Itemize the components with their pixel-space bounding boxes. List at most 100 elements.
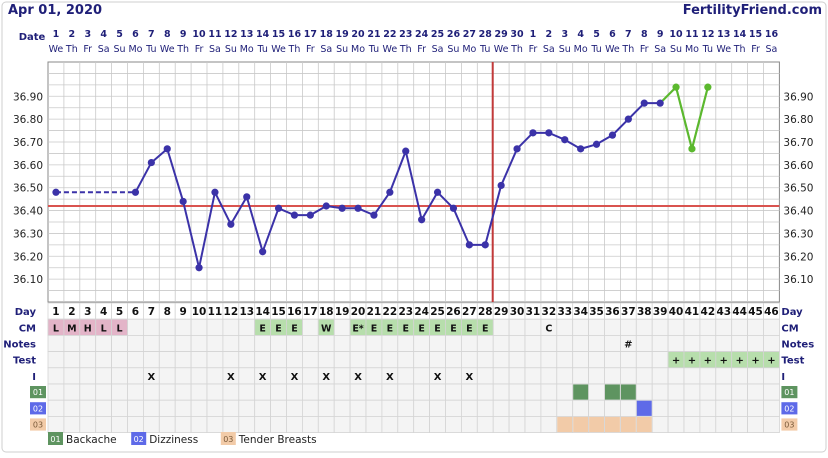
weekday-tick-label: Mo xyxy=(351,44,365,55)
table-cell xyxy=(127,383,144,401)
table-cell xyxy=(190,334,208,352)
table-cell xyxy=(540,334,558,352)
table-cell xyxy=(111,351,128,369)
table-cell xyxy=(667,334,685,352)
table-cell xyxy=(651,399,669,417)
temp-line-segment xyxy=(182,201,201,268)
row-label-intercourse: I xyxy=(32,372,36,383)
table-cell xyxy=(413,415,431,433)
table-cell xyxy=(460,383,478,401)
y-tick-label-left: 36.60 xyxy=(13,160,43,172)
temp-point-2 xyxy=(688,145,696,153)
symptom-cell xyxy=(557,416,573,433)
symptom-cell xyxy=(620,416,636,433)
weekday-tick-label: Sa xyxy=(98,44,110,55)
date-tick-label: 16 xyxy=(288,29,302,40)
table-cell xyxy=(238,367,256,385)
temp-point xyxy=(147,158,155,167)
table-cell xyxy=(365,334,383,352)
temp-point xyxy=(354,204,362,212)
table-cell xyxy=(524,351,542,369)
test-positive-marker: + xyxy=(704,356,712,367)
table-cell xyxy=(190,383,208,401)
cycle-day-label: 21 xyxy=(367,306,382,318)
date-tick-label: 28 xyxy=(479,29,493,40)
table-cell xyxy=(174,415,192,433)
table-cell xyxy=(95,383,112,401)
legend-code: 01 xyxy=(50,435,60,444)
table-cell xyxy=(79,399,97,417)
table-cell xyxy=(174,383,192,401)
table-cell xyxy=(763,383,780,401)
table-cell xyxy=(747,415,764,433)
table-cell xyxy=(492,383,510,401)
y-tick-label-right: 36.10 xyxy=(783,274,813,286)
table-cell xyxy=(127,415,144,433)
cycle-day-label: 41 xyxy=(685,306,700,318)
symptom-cell xyxy=(573,384,589,400)
symptom-cell xyxy=(636,400,652,416)
legend-label: Tender Breasts xyxy=(238,434,317,446)
table-cell xyxy=(63,334,81,352)
table-cell xyxy=(301,367,319,385)
temp-point xyxy=(227,220,235,228)
row-label-right-notes: Notes xyxy=(781,340,814,351)
cycle-day-label: 17 xyxy=(303,306,318,318)
table-cell xyxy=(476,334,494,352)
cm-code: H xyxy=(84,323,92,334)
legend-label: Backache xyxy=(66,434,117,446)
table-cell xyxy=(95,399,112,417)
legend-code: 02 xyxy=(134,435,144,444)
temp-line-segment xyxy=(452,207,471,246)
table-cell xyxy=(190,415,208,433)
intercourse-marker: X xyxy=(291,372,299,383)
table-cell xyxy=(397,383,415,401)
table-cell xyxy=(238,415,256,433)
table-cell xyxy=(206,415,224,433)
cycle-day-label: 37 xyxy=(621,306,636,318)
table-cell xyxy=(620,318,637,336)
date-tick-label: 9 xyxy=(180,29,187,40)
table-cell xyxy=(651,383,669,401)
table-cell xyxy=(747,367,764,385)
intercourse-marker: X xyxy=(259,372,267,383)
table-cell xyxy=(222,351,240,369)
y-tick-label-left: 36.40 xyxy=(13,206,43,218)
table-cell xyxy=(572,351,590,369)
table-cell xyxy=(254,415,271,433)
table-cell xyxy=(763,367,780,385)
temp-point xyxy=(640,99,648,107)
table-cell xyxy=(301,399,319,417)
date-tick-label: 18 xyxy=(320,29,334,40)
table-cell xyxy=(381,399,399,417)
date-tick-label: 10 xyxy=(192,29,206,40)
weekday-tick-label: Th xyxy=(733,44,746,55)
table-cell xyxy=(731,399,749,417)
table-cell xyxy=(222,415,240,433)
weekday-tick-label: Tu xyxy=(256,44,267,55)
table-cell xyxy=(174,334,192,352)
table-cell xyxy=(445,334,462,352)
table-cell xyxy=(540,415,558,433)
y-tick-label-right: 36.30 xyxy=(783,228,813,240)
table-cell xyxy=(381,334,399,352)
intercourse-marker: X xyxy=(386,372,394,383)
temp-point xyxy=(211,188,219,196)
cycle-day-label: 24 xyxy=(414,306,429,318)
temp-line-segment-2 xyxy=(659,86,677,104)
table-cell xyxy=(270,399,287,417)
weekday-tick-label: Su xyxy=(559,44,571,55)
cycle-day-label: 38 xyxy=(637,306,652,318)
date-row-label: Date xyxy=(19,32,46,43)
table-cell xyxy=(445,351,462,369)
cycle-day-label: 20 xyxy=(351,306,366,318)
table-cell xyxy=(445,383,462,401)
table-cell xyxy=(476,351,494,369)
table-cell xyxy=(79,351,97,369)
table-cell xyxy=(429,415,446,433)
cm-code: L xyxy=(53,323,59,334)
table-cell xyxy=(731,334,749,352)
table-cell xyxy=(492,318,510,336)
temp-line-segment xyxy=(516,132,534,150)
date-tick-label: 10 xyxy=(669,29,683,40)
